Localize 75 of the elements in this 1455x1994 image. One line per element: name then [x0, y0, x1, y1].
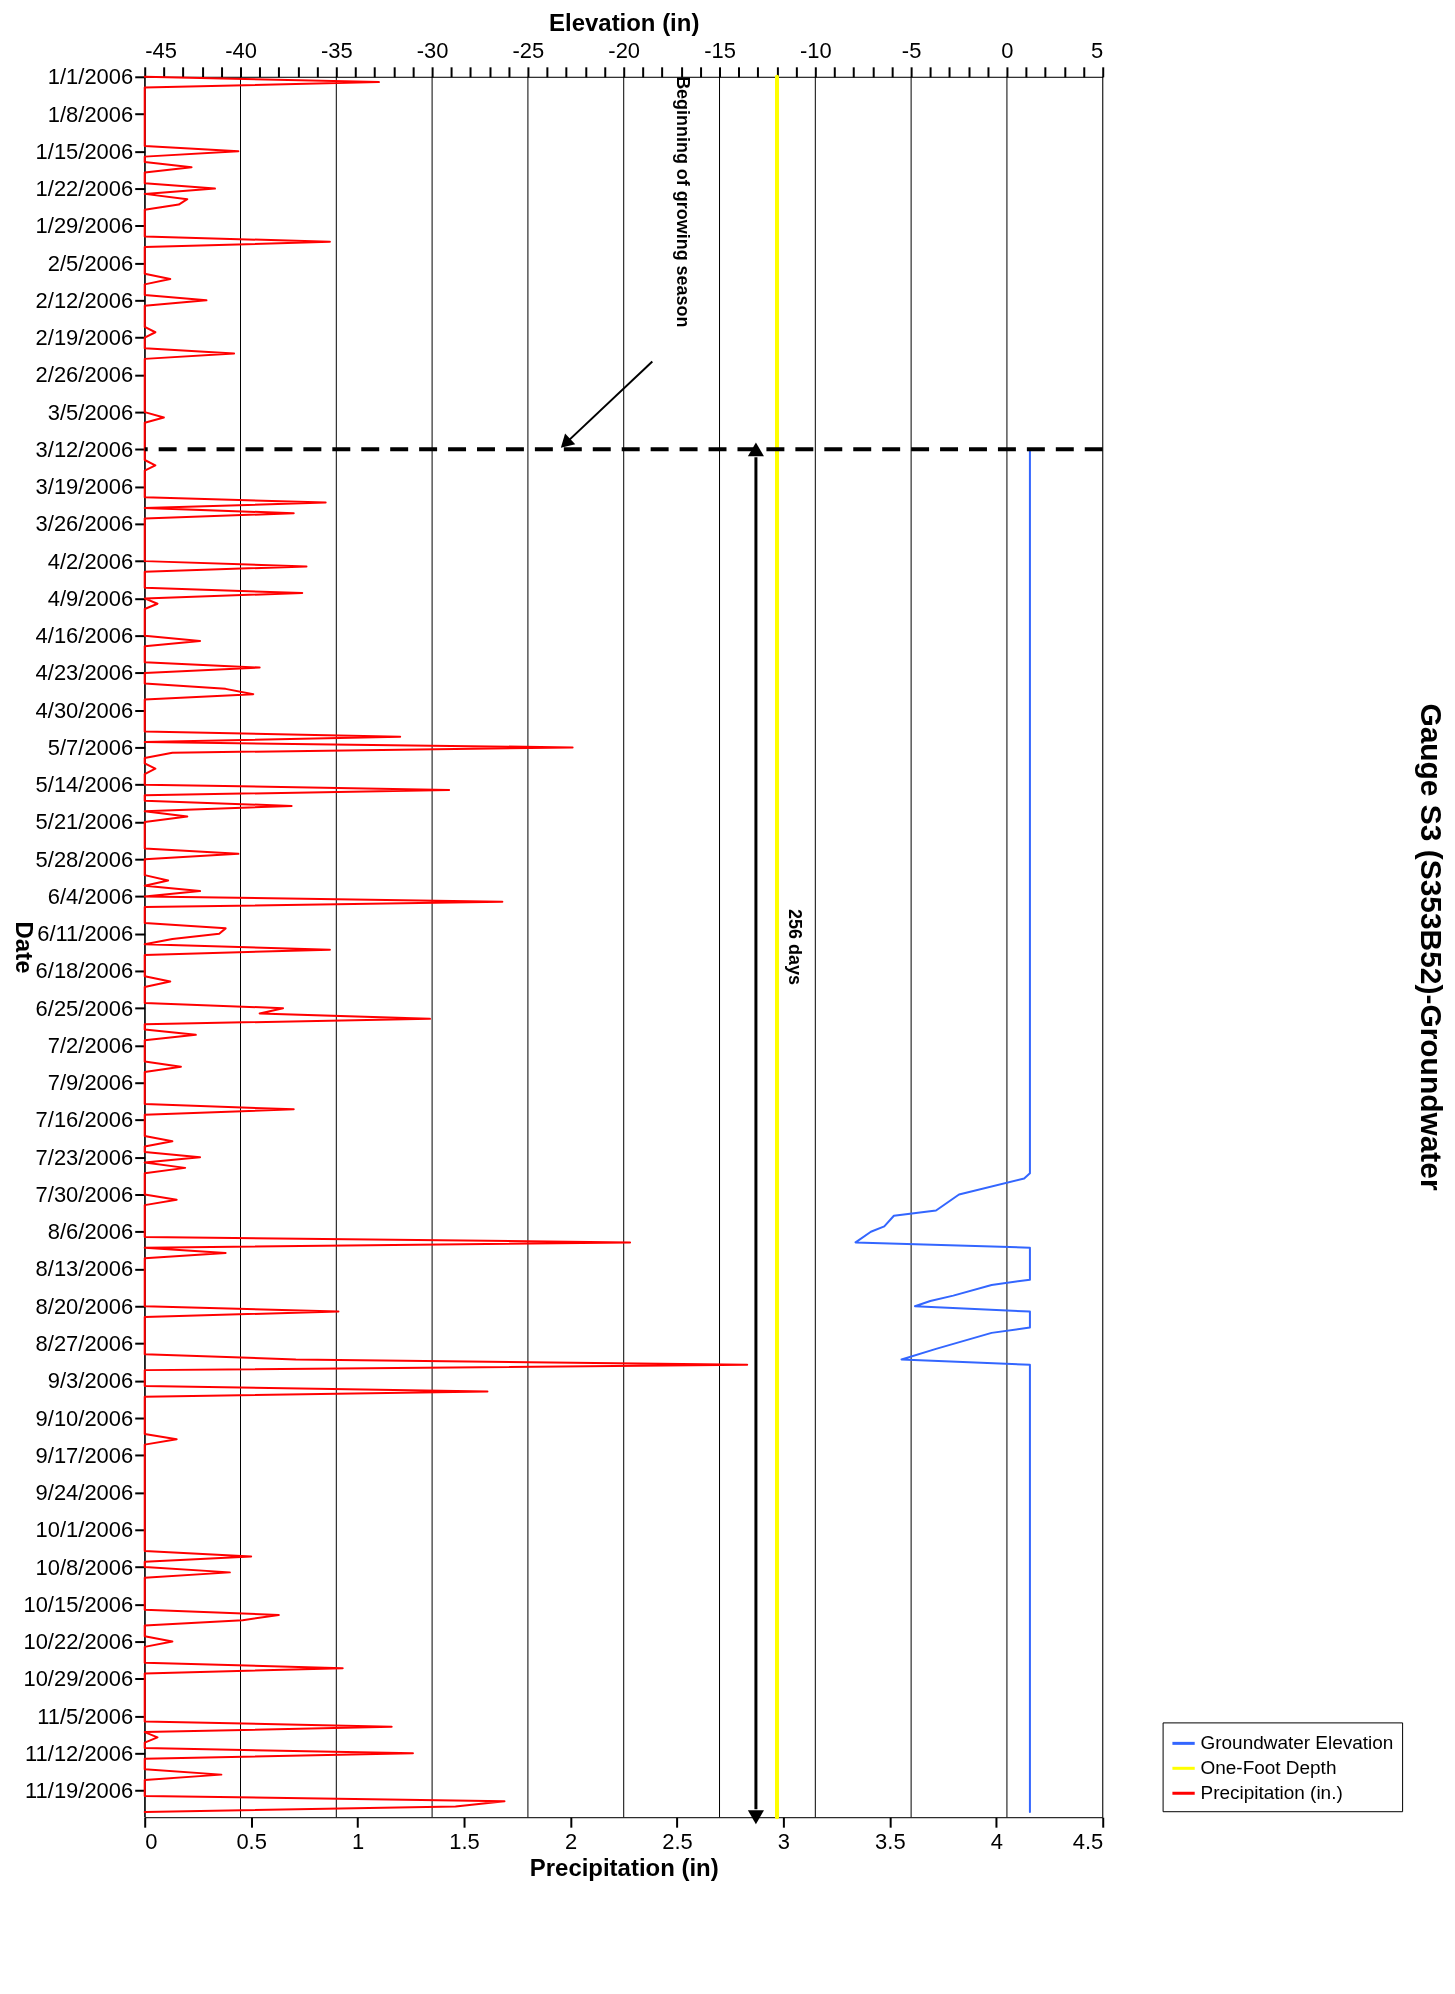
y-tick-label: 5/14/2006	[35, 772, 134, 798]
y-tick-label: 3/12/2006	[35, 436, 134, 462]
legend-label: Groundwater Elevation	[1200, 1732, 1394, 1754]
y-tick-label: 2/26/2006	[35, 362, 134, 388]
x2-tick-label: -30	[416, 38, 449, 64]
y-tick-label: 11/19/2006	[25, 1778, 134, 1804]
y-tick-label: 8/20/2006	[35, 1293, 134, 1319]
x-tick-label: 4.5	[1072, 1828, 1104, 1854]
y-tick-label: 8/13/2006	[35, 1256, 134, 1282]
y-tick-label: 11/12/2006	[25, 1740, 134, 1766]
y-tick-label: 2/12/2006	[35, 287, 134, 313]
y-tick-label: 3/19/2006	[35, 474, 134, 500]
x2-tick-label: -35	[320, 38, 353, 64]
y-tick-label: 4/30/2006	[35, 697, 134, 723]
y-tick-label: 3/5/2006	[47, 399, 134, 425]
y-tick-label: 11/5/2006	[37, 1703, 134, 1729]
legend-label: Precipitation (in.)	[1200, 1782, 1343, 1804]
x2-tick-label: -25	[512, 38, 545, 64]
y-tick-label: 9/17/2006	[35, 1442, 134, 1468]
y-tick-label: 10/15/2006	[23, 1591, 134, 1617]
y-tick-label: 5/7/2006	[47, 734, 134, 760]
y-tick-label: 4/16/2006	[35, 623, 134, 649]
y-tick-label: 2/5/2006	[47, 250, 134, 276]
x2-axis-title: Elevation (in)	[549, 9, 700, 37]
y-tick-label: 9/24/2006	[35, 1480, 134, 1506]
y-tick-label: 7/2/2006	[47, 1032, 134, 1058]
legend-label: One-Foot Depth	[1200, 1757, 1337, 1779]
annotation: 256 days	[784, 909, 805, 985]
y-tick-label: 6/11/2006	[37, 921, 134, 947]
y-tick-label: 6/25/2006	[35, 995, 134, 1021]
x2-tick-label: -15	[704, 38, 736, 64]
y-tick-label: 8/6/2006	[47, 1219, 134, 1245]
y-tick-label: 10/29/2006	[23, 1666, 134, 1692]
x-tick-label: 0.5	[236, 1828, 267, 1854]
x2-tick-label: -40	[225, 38, 257, 64]
y-tick-label: 6/4/2006	[47, 883, 134, 909]
y-tick-label: 4/2/2006	[47, 548, 134, 574]
x-tick-label: 1	[351, 1828, 365, 1854]
x-tick-label: 2.5	[662, 1828, 693, 1854]
x-tick-label: 3.5	[875, 1828, 906, 1854]
y-tick-label: 1/22/2006	[35, 176, 134, 202]
y-tick-label: 7/9/2006	[47, 1070, 134, 1096]
y-tick-label: 1/8/2006	[47, 101, 134, 127]
y-tick-label: 1/15/2006	[35, 138, 134, 164]
x-axis-title: Precipitation (in)	[529, 1853, 719, 1881]
y-tick-label: 1/1/2006	[47, 64, 134, 90]
y-tick-label: 7/23/2006	[35, 1144, 134, 1170]
y-tick-label: 4/9/2006	[47, 585, 134, 611]
y-tick-label: 7/16/2006	[35, 1107, 134, 1133]
annotation: Beginning of growing season	[673, 76, 694, 328]
y-tick-label: 5/28/2006	[35, 846, 134, 872]
x-tick-label: 1.5	[449, 1828, 480, 1854]
x-tick-label: 2	[564, 1828, 578, 1854]
y-tick-label: 9/10/2006	[35, 1405, 134, 1431]
x2-tick-label: 0	[1001, 38, 1014, 64]
x2-tick-label: 5	[1091, 38, 1104, 64]
y-tick-label: 3/26/2006	[35, 511, 134, 537]
text: Gauge S3 (S353B52)-Groundwater	[1414, 703, 1448, 1191]
y-tick-label: 10/22/2006	[23, 1629, 134, 1655]
y-tick-label: 9/3/2006	[47, 1368, 134, 1394]
y-tick-label: 1/29/2006	[35, 213, 134, 239]
x2-tick-label: -10	[799, 38, 832, 64]
y-tick-label: 7/30/2006	[35, 1181, 134, 1207]
x-tick-label: 3	[777, 1828, 790, 1854]
x2-tick-label: -20	[608, 38, 641, 64]
y-tick-label: 8/27/2006	[35, 1331, 134, 1356]
y-tick-label: 10/8/2006	[35, 1554, 134, 1580]
x-tick-label: 0	[145, 1828, 158, 1854]
x2-tick-label: -45	[145, 38, 177, 64]
y-tick-label: 5/21/2006	[35, 809, 134, 835]
x-tick-label: 4	[990, 1828, 1003, 1854]
y-tick-label: 10/1/2006	[35, 1517, 134, 1543]
y-tick-label: 2/19/2006	[35, 325, 134, 351]
y-tick-label: 4/23/2006	[35, 660, 134, 686]
x2-tick-label: -5	[901, 38, 922, 64]
